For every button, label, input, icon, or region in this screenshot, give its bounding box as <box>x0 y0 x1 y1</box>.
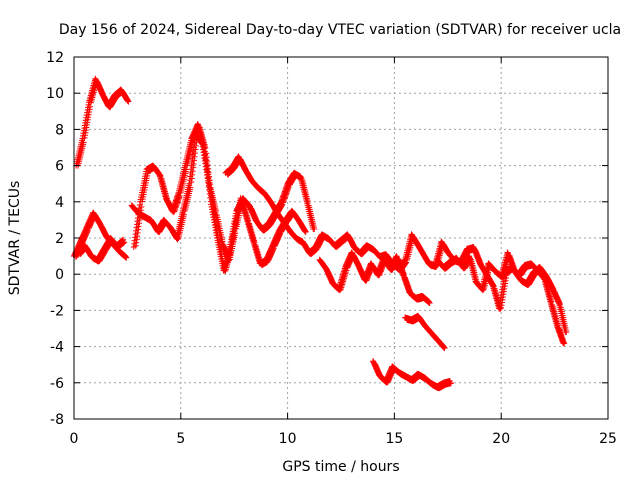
data-point <box>234 212 241 219</box>
data-point <box>440 343 447 350</box>
series-arc-8 <box>402 312 448 352</box>
data-point <box>301 227 308 234</box>
data-point <box>80 139 87 146</box>
data-point <box>302 228 309 235</box>
data-point <box>124 97 131 104</box>
series-arc-5 <box>130 120 318 274</box>
data-point <box>560 339 567 346</box>
data-point <box>425 298 432 305</box>
data-point <box>122 253 129 260</box>
data-point <box>189 139 196 146</box>
series-arc-3 <box>75 235 128 265</box>
data-point <box>176 193 183 200</box>
data-point <box>125 98 132 105</box>
data-point <box>180 211 187 218</box>
data-point <box>215 234 222 241</box>
chart-title: Day 156 of 2024, Sidereal Day-to-day VTE… <box>59 22 621 38</box>
data-point <box>310 225 317 232</box>
data-point <box>86 103 93 110</box>
data-point <box>120 236 127 243</box>
data-point <box>183 166 190 173</box>
grid-lines <box>74 57 608 419</box>
data-point <box>480 287 487 294</box>
data-point <box>227 247 234 254</box>
data-point <box>138 204 145 211</box>
data-point <box>441 345 448 352</box>
data-point <box>174 236 181 243</box>
series-arc-11 <box>434 249 570 336</box>
data-point <box>343 267 350 274</box>
series-arc-10 <box>412 238 568 347</box>
data-points <box>71 75 570 392</box>
data-point <box>187 184 194 191</box>
series-arc-6 <box>222 153 422 274</box>
series-arc-7 <box>316 249 433 306</box>
data-point <box>446 377 453 384</box>
series-arc-2 <box>73 75 132 169</box>
series-arc-9 <box>370 358 454 392</box>
data-point <box>561 340 568 347</box>
